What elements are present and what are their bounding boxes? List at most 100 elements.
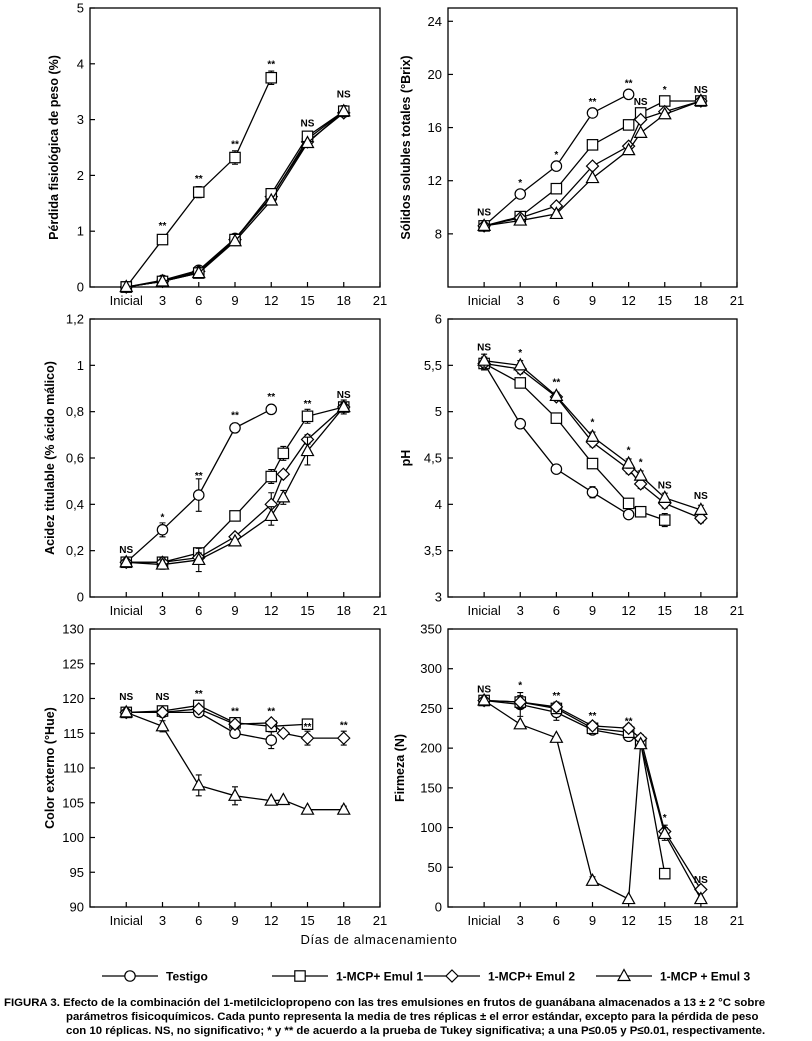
y-tick-label: 100 [420, 820, 442, 835]
chart-panel-brix: 8 12 16 20 24 Inicial 3 6 9 12 15 18 21 Sólidos solub… [399, 7, 744, 308]
y-tick-label: 4,5 [424, 451, 442, 466]
significance-label: ** [304, 399, 312, 410]
significance-label: ** [267, 60, 275, 71]
data-point [513, 716, 528, 730]
data-point [265, 470, 278, 483]
significance-label: ** [231, 706, 239, 717]
y-tick-label: 105 [62, 795, 84, 810]
x-tick-label: 3 [517, 293, 524, 308]
y-tick-label: 0 [435, 900, 442, 915]
x-tick-label: 18 [337, 293, 351, 308]
y-tick-label: 150 [420, 780, 442, 795]
data-point [229, 422, 241, 434]
x-tick-label: 21 [373, 913, 387, 928]
y-tick-label: 3,5 [424, 543, 442, 558]
x-tick-label: 12 [264, 913, 278, 928]
significance-label: ** [589, 711, 597, 722]
significance-label: NS [694, 85, 708, 96]
data-point [621, 721, 636, 736]
x-tick-label: 21 [373, 293, 387, 308]
x-tick-label: Inicial [110, 293, 143, 308]
caption-line-2: parámetros fisicoquímicos. Cada punto re… [66, 1011, 759, 1023]
y-tick-label: 4 [435, 497, 442, 512]
series-circle [120, 403, 278, 569]
data-point [622, 497, 635, 510]
data-point [227, 233, 243, 247]
data-point [586, 139, 599, 151]
data-point [336, 731, 351, 745]
data-point [585, 873, 600, 886]
x-tick-label: 15 [658, 913, 672, 928]
x-tick-label: 3 [159, 293, 166, 308]
y-axis-label: Firmeza (N) [393, 734, 407, 802]
legend-label: 1-MCP + Emul 3 [660, 970, 750, 984]
y-tick-label: 4 [77, 56, 84, 71]
y-tick-label: 100 [62, 830, 84, 845]
data-point [693, 502, 708, 515]
data-point [229, 510, 241, 522]
x-tick-label: 21 [373, 603, 387, 618]
series-square [478, 694, 671, 880]
data-point [156, 524, 169, 536]
y-tick-label: 0,2 [66, 543, 84, 558]
data-point [264, 715, 279, 730]
series-triangle [119, 399, 351, 573]
data-point [119, 279, 134, 293]
legend-marker-diamond [445, 969, 459, 983]
series-line [126, 406, 345, 566]
x-tick-label: 3 [517, 603, 524, 618]
significance-label: * [663, 813, 667, 824]
series-line [126, 406, 344, 563]
data-point [336, 801, 351, 815]
caption-line-1: FIGURA 3. Efecto de la combinación del 1… [4, 997, 766, 1009]
data-point [155, 718, 170, 732]
legend-label: 1-MCP+ Emul 2 [488, 970, 575, 984]
significance-label: NS [658, 481, 672, 492]
x-tick-label: 6 [195, 603, 202, 618]
significance-label: NS [477, 207, 491, 218]
legend-marker-circle [124, 970, 136, 982]
significance-label: ** [159, 221, 167, 232]
x-tick-label: 15 [300, 913, 314, 928]
data-point [585, 428, 600, 442]
data-point [585, 170, 600, 184]
y-tick-label: 1 [77, 358, 84, 373]
x-tick-label: Inicial [468, 293, 501, 308]
significance-label: ** [304, 722, 312, 733]
x-tick-label: 15 [300, 603, 314, 618]
data-point [300, 135, 315, 149]
x-tick-label: Inicial [468, 603, 501, 618]
x-tick-label: 9 [231, 293, 238, 308]
series-square [478, 356, 671, 528]
data-point [550, 463, 563, 475]
plot-frame [447, 628, 738, 908]
data-point [586, 486, 599, 499]
data-point [549, 699, 564, 714]
significance-label: ** [231, 140, 239, 151]
chart-panel-firmeza: 0 50 100 150 200 250 300 350 Inicial 3 6 9 12 15 18 21 F… [393, 622, 744, 929]
data-point [657, 826, 672, 840]
x-tick-label: 9 [589, 293, 596, 308]
data-point [633, 736, 648, 750]
y-tick-label: 350 [420, 622, 442, 637]
y-tick-label: 90 [70, 900, 84, 915]
y-tick-label: 24 [428, 14, 442, 29]
data-point [585, 719, 600, 733]
x-tick-label: 9 [589, 913, 596, 928]
x-tick-label: 12 [621, 293, 635, 308]
data-point [514, 188, 527, 200]
data-point [513, 695, 528, 709]
series-line [126, 711, 344, 811]
data-point [156, 233, 169, 246]
y-tick-label: 115 [63, 726, 84, 741]
significance-label: NS [301, 118, 315, 129]
data-point [227, 533, 243, 547]
x-tick-label: 15 [658, 603, 672, 618]
significance-label: ** [340, 720, 348, 731]
significance-label: * [639, 457, 643, 468]
series-triangle [119, 103, 351, 293]
data-point [549, 730, 564, 743]
data-point [633, 467, 648, 481]
